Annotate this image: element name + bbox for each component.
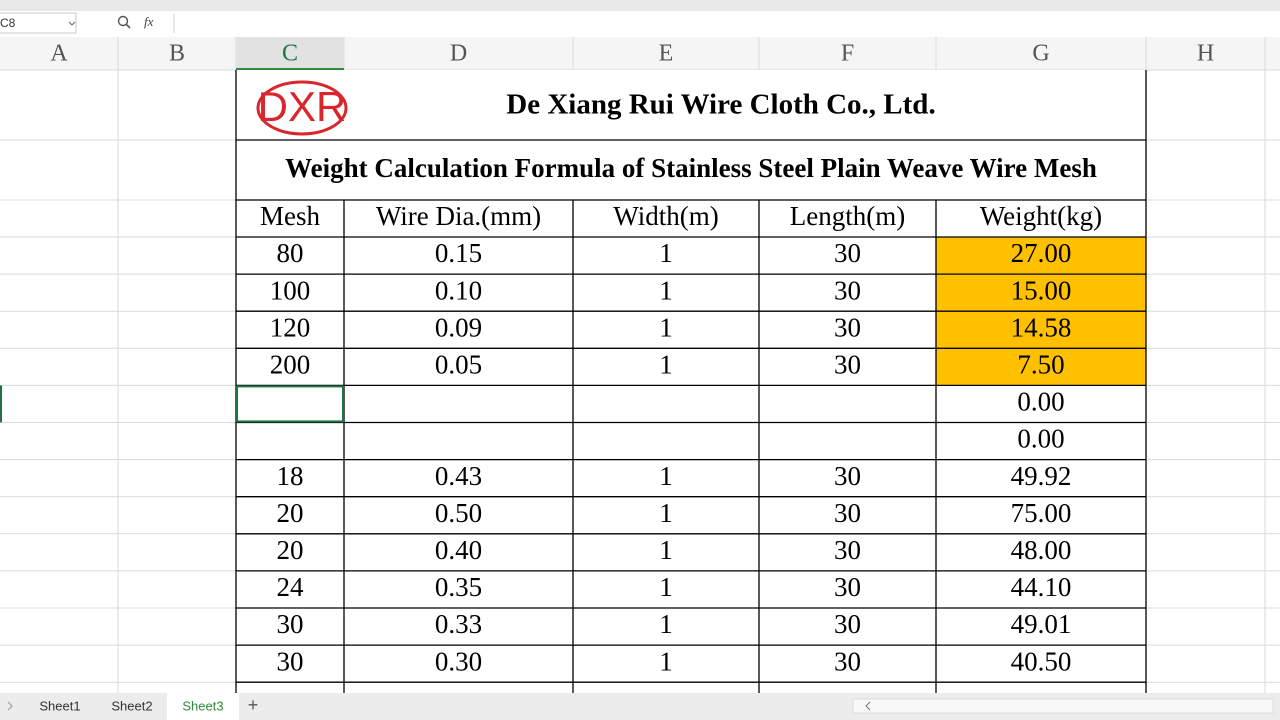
column-header: A: [50, 41, 68, 67]
cell: 0.10: [435, 275, 482, 305]
cell: 24: [277, 572, 305, 602]
header-cell: Mesh: [260, 201, 320, 231]
cell: 200: [270, 350, 311, 380]
cell: 7.50: [1017, 350, 1064, 380]
column-header: F: [841, 41, 854, 67]
highlight-cell: [936, 237, 1146, 275]
cell: 1: [659, 609, 673, 639]
sheet-title: Weight Calculation Formula of Stainless …: [285, 153, 1097, 183]
logo-ring: [256, 80, 348, 136]
header-cell: Length(m): [790, 201, 905, 231]
cell: 20: [277, 498, 304, 528]
horizontal-scrollbar[interactable]: [852, 698, 1274, 714]
zoom-icon-handle: [125, 23, 131, 29]
cell: 20: [277, 535, 304, 565]
cell: 1: [659, 498, 673, 528]
dropdown-arrow: [68, 21, 76, 26]
cell: 0.43: [435, 461, 482, 491]
cell: 0.35: [435, 572, 482, 602]
zoom-icon[interactable]: [117, 15, 129, 27]
cell: 75.00: [1011, 498, 1072, 528]
cell: 15.00: [1011, 275, 1072, 305]
cell: 30: [834, 461, 861, 491]
cell: 27.00: [1011, 238, 1072, 268]
formula-bar: [0, 11, 1280, 37]
cell: 30: [277, 609, 304, 639]
cell: 0.05: [435, 350, 482, 380]
cell: 30: [834, 350, 861, 380]
cell: 1: [659, 572, 673, 602]
cell: 30: [834, 646, 861, 676]
cell: 30: [834, 498, 861, 528]
cell: 40.50: [1011, 646, 1072, 676]
column-header: D: [450, 41, 467, 67]
cell: 30: [277, 646, 304, 676]
fx-label[interactable]: fx: [144, 14, 154, 29]
column-header: H: [1197, 41, 1214, 67]
cell: 48.00: [1011, 535, 1072, 565]
cell: 30: [834, 609, 861, 639]
header-cell: Width(m): [613, 201, 718, 231]
sheet-tab[interactable]: Sheet3: [182, 698, 223, 713]
cell: 100: [270, 275, 311, 305]
sheet-tab[interactable]: Sheet1: [39, 698, 80, 713]
cell: 30: [834, 535, 861, 565]
cell: 0.30: [435, 646, 482, 676]
cell: 1: [659, 312, 673, 342]
column-header: B: [169, 41, 185, 67]
column-header: E: [659, 41, 674, 67]
cell: 0.40: [435, 535, 482, 565]
cell: 49.92: [1011, 461, 1072, 491]
cell: 0.33: [435, 609, 482, 639]
cell: 0.00: [1017, 424, 1064, 454]
cell: 18: [277, 461, 304, 491]
cell: 49.01: [1011, 609, 1072, 639]
cell: 1: [659, 275, 673, 305]
cell: 30: [834, 572, 861, 602]
logo: DXR: [258, 83, 347, 130]
cell: 1: [659, 238, 673, 268]
add-sheet[interactable]: +: [248, 695, 259, 715]
tab-scroll[interactable]: [7, 701, 13, 711]
highlight-cell: [936, 348, 1146, 386]
cell: 0.00: [1017, 387, 1064, 417]
company-name: De Xiang Rui Wire Cloth Co., Ltd.: [506, 89, 935, 121]
header-cell: Wire Dia.(mm): [376, 201, 541, 231]
cell: 120: [270, 312, 311, 342]
selected-column-header: [236, 37, 344, 70]
cell: 1: [659, 535, 673, 565]
cell: 30: [834, 275, 861, 305]
header-cell: Weight(kg): [980, 201, 1102, 231]
sheet-tab[interactable]: Sheet2: [111, 698, 152, 713]
title-background: [236, 70, 1146, 200]
cell: 44.10: [1011, 572, 1072, 602]
cell: 80: [277, 238, 304, 268]
cell: 0.50: [435, 498, 482, 528]
highlight-cell: [936, 274, 1146, 312]
cell: 14.58: [1011, 312, 1072, 342]
cell: 1: [659, 461, 673, 491]
cell: 30: [834, 312, 861, 342]
column-header: C: [282, 41, 298, 67]
selected-row-indicator: [0, 385, 2, 423]
cell: 0.09: [435, 312, 482, 342]
cell: 1: [659, 646, 673, 676]
selected-cell: [236, 385, 344, 423]
scroll-left[interactable]: [865, 701, 871, 711]
name-box[interactable]: [0, 12, 77, 34]
active-sheet-tab: [167, 693, 239, 720]
cell: 1: [659, 350, 673, 380]
name-box-text: C8: [0, 16, 16, 30]
cell: 0.15: [435, 238, 482, 268]
column-header: G: [1032, 41, 1049, 67]
title-strip: [0, 0, 1280, 11]
highlight-cell: [936, 311, 1146, 349]
cell: 30: [834, 238, 861, 268]
column-header-row: [0, 37, 1280, 70]
